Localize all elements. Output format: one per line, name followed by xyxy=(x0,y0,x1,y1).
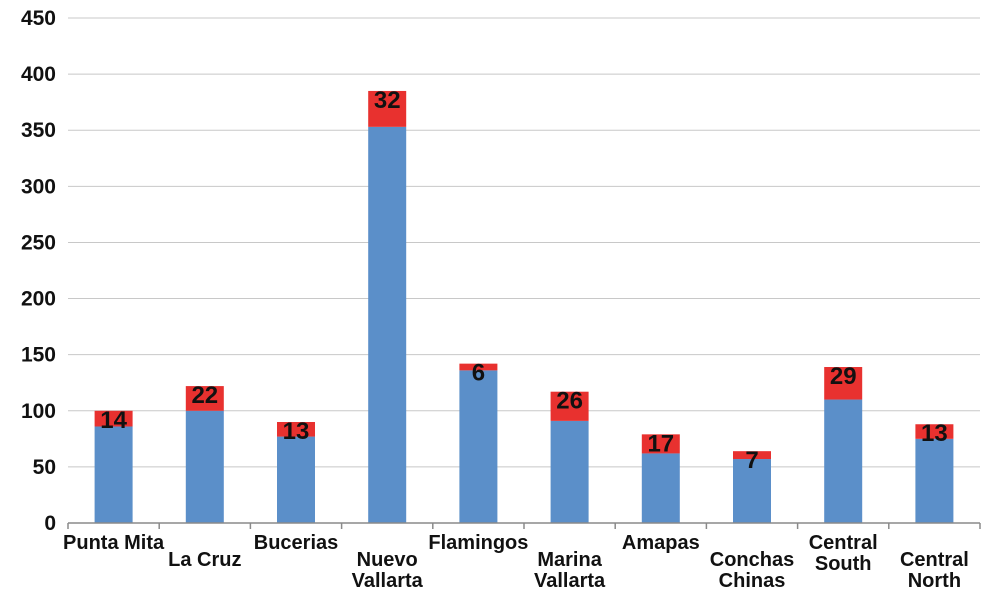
y-tick-label: 50 xyxy=(33,456,56,479)
data-label: 7 xyxy=(745,447,758,474)
x-category-label-line: Conchas xyxy=(710,549,794,571)
x-category-label-line: Chinas xyxy=(719,570,786,592)
x-category-label-line: La Cruz xyxy=(168,549,241,571)
y-axis-tick-labels: 0 50 100 150 200 250 300 350 400 450 xyxy=(21,7,56,535)
y-tick-label: 100 xyxy=(21,400,56,423)
data-label: 29 xyxy=(830,363,857,390)
x-category-label-line: Punta Mita xyxy=(63,532,165,554)
x-category-label: Marina Vallarta xyxy=(534,549,606,592)
x-category-label-line: Nuevo xyxy=(357,549,418,571)
bar-base-segment xyxy=(551,421,589,523)
data-label: 6 xyxy=(472,360,485,387)
x-category-label-line: Vallarta xyxy=(352,570,424,592)
x-category-label-line: Central xyxy=(809,532,878,554)
y-tick-label: 0 xyxy=(44,512,56,535)
data-labels: 14 22 13 32 6 26 17 7 29 13 xyxy=(100,87,948,474)
x-category-label: Bucerias xyxy=(254,532,339,554)
x-category-label: Flamingos xyxy=(428,532,528,554)
x-axis xyxy=(68,523,980,529)
x-category-label: Amapas xyxy=(622,532,700,554)
x-category-label: Punta Mita xyxy=(63,532,165,554)
y-tick-label: 350 xyxy=(21,119,56,142)
data-label: 26 xyxy=(556,388,583,415)
x-category-label-line: North xyxy=(908,570,961,592)
data-label: 17 xyxy=(647,430,674,457)
bar-base-segment xyxy=(186,411,224,523)
y-tick-label: 200 xyxy=(21,288,56,311)
x-category-label: Nuevo Vallarta xyxy=(352,549,424,592)
bar-base-segment xyxy=(95,426,133,523)
bar-base-segment xyxy=(642,453,680,523)
x-category-label: La Cruz xyxy=(168,549,241,571)
y-tick-label: 250 xyxy=(21,231,56,254)
x-category-label: Central North xyxy=(900,549,969,592)
bar-base-segment xyxy=(368,127,406,523)
data-label: 13 xyxy=(283,418,310,445)
x-category-label-line: Vallarta xyxy=(534,570,606,592)
x-category-label: Conchas Chinas xyxy=(710,549,794,592)
x-category-label-line: Central xyxy=(900,549,969,571)
y-tick-label: 150 xyxy=(21,344,56,367)
x-category-label-line: South xyxy=(815,553,872,575)
data-label: 14 xyxy=(100,407,127,434)
data-label: 22 xyxy=(191,382,218,409)
y-tick-label: 450 xyxy=(21,7,56,30)
bar-base-segment xyxy=(915,439,953,523)
x-category-label: Central South xyxy=(809,532,878,575)
x-category-label-line: Amapas xyxy=(622,532,700,554)
bars xyxy=(95,91,954,523)
x-category-label-line: Flamingos xyxy=(428,532,528,554)
x-category-label-line: Marina xyxy=(537,549,602,571)
bar-base-segment xyxy=(824,400,862,523)
y-tick-label: 300 xyxy=(21,175,56,198)
x-category-label-line: Bucerias xyxy=(254,532,339,554)
data-label: 13 xyxy=(921,420,948,447)
bar-base-segment xyxy=(459,370,497,523)
y-tick-label: 400 xyxy=(21,63,56,86)
bar-base-segment xyxy=(277,437,315,523)
data-label: 32 xyxy=(374,87,401,114)
